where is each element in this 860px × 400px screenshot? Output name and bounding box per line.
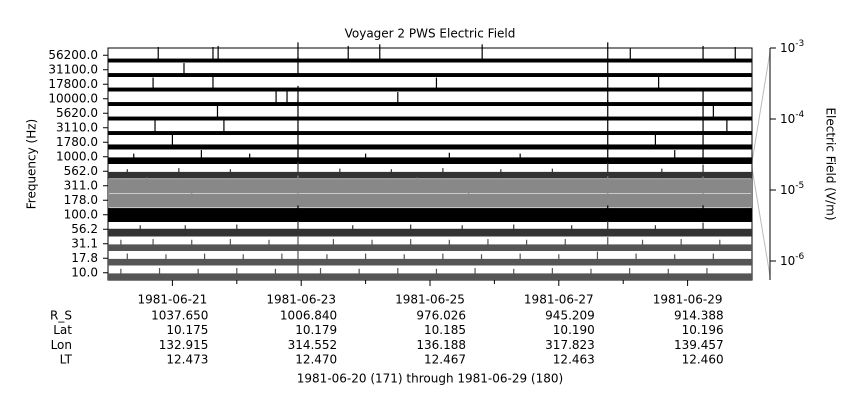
ephemeris-label: Lon — [51, 338, 72, 352]
ephemeris-value: 10.175 — [166, 323, 208, 337]
ephemeris-value: 314.552 — [288, 338, 338, 352]
y-tick-label: 178.0 — [64, 193, 98, 207]
channel-background — [108, 171, 752, 179]
y-tick-label: 31.1 — [71, 236, 98, 250]
channel-background — [108, 157, 752, 164]
y2-tick-base: 10 — [780, 253, 795, 267]
x-tick-label: 1981-06-23 — [266, 293, 336, 307]
y2-tick-exponent: -6 — [795, 251, 804, 261]
y2-tick-label: 10-4 — [780, 109, 805, 125]
x-tick-label: 1981-06-27 — [524, 293, 594, 307]
channel-background — [108, 258, 752, 266]
y-tick-label: 311.0 — [64, 178, 98, 192]
ephemeris-value: 1006.840 — [280, 309, 337, 323]
y-tick-label: 562.0 — [64, 164, 98, 178]
y2-tick-exponent: -5 — [795, 180, 804, 190]
y-tick-label: 17.8 — [71, 251, 98, 265]
ephemeris-value: 945.209 — [545, 309, 595, 323]
y2-tick-base: 10 — [780, 182, 795, 196]
y-tick-label: 5620.0 — [56, 106, 98, 120]
channel-background — [108, 228, 752, 237]
y-tick-label: 1000.0 — [56, 149, 98, 163]
ephemeris-value: 10.190 — [553, 323, 595, 337]
ephemeris-value: 914.388 — [674, 309, 724, 323]
ephemeris-label: Lat — [53, 323, 72, 337]
channel-background — [108, 193, 752, 208]
ephemeris-value: 12.467 — [424, 353, 466, 367]
x-tick-label: 1981-06-29 — [653, 293, 723, 307]
ephemeris-value: 139.457 — [674, 338, 724, 352]
ephemeris-value: 10.179 — [295, 323, 337, 337]
y-tick-label: 3110.0 — [56, 120, 98, 134]
channel-background — [108, 87, 752, 92]
y-tick-label: 17800.0 — [48, 77, 98, 91]
channel-background — [108, 244, 752, 251]
zoom-line — [751, 167, 771, 277]
channel-background — [108, 116, 752, 121]
ephemeris-label: R_S — [50, 309, 72, 323]
chart-title: Voyager 2 PWS Electric Field — [345, 27, 516, 41]
y2-tick-label: 10-6 — [780, 251, 805, 267]
y2-tick-label: 10-3 — [780, 39, 804, 55]
ephemeris-value: 317.823 — [545, 338, 595, 352]
channel-background — [108, 58, 752, 63]
y-tick-label: 100.0 — [64, 207, 98, 221]
y-tick-label: 31100.0 — [48, 62, 98, 76]
ephemeris-value: 12.473 — [166, 353, 208, 367]
y-axis-label: Frequency (Hz) — [25, 119, 39, 210]
ephemeris-label: LT — [60, 353, 73, 367]
y-tick-label: 10.0 — [71, 265, 98, 279]
ephemeris-value: 10.185 — [424, 323, 466, 337]
ephemeris-value: 976.026 — [416, 309, 466, 323]
x-axis-label: 1981-06-20 (171) through 1981-06-29 (180… — [297, 372, 563, 386]
channel-background — [108, 179, 752, 193]
y2-tick-base: 10 — [780, 41, 795, 55]
ephemeris-value: 12.463 — [553, 353, 595, 367]
channel-background — [108, 73, 752, 77]
ephemeris-value: 132.915 — [159, 338, 209, 352]
ephemeris-value: 12.460 — [682, 353, 724, 367]
y-tick-label: 10000.0 — [48, 91, 98, 105]
y2-tick-exponent: -4 — [795, 109, 804, 119]
zoom-line — [751, 51, 771, 163]
channel-background — [108, 208, 752, 222]
y2-tick-exponent: -3 — [795, 39, 804, 49]
channel-background — [108, 144, 752, 150]
x-tick-label: 1981-06-21 — [138, 293, 208, 307]
y-tick-label: 56200.0 — [48, 48, 98, 62]
ephemeris-value: 136.188 — [416, 338, 466, 352]
y2-axis-label: Electric Field (V/m) — [824, 107, 838, 220]
y-tick-label: 1780.0 — [56, 135, 98, 149]
x-tick-label: 1981-06-25 — [395, 293, 465, 307]
y2-tick-label: 10-5 — [780, 180, 804, 196]
channel-background — [108, 131, 752, 135]
ephemeris-value: 10.196 — [682, 323, 724, 337]
ephemeris-value: 1037.650 — [151, 309, 208, 323]
y-tick-label: 56.2 — [71, 222, 98, 236]
channel-background — [108, 102, 752, 106]
y2-tick-base: 10 — [780, 111, 795, 125]
ephemeris-value: 12.470 — [295, 353, 337, 367]
channel-background — [108, 273, 752, 280]
